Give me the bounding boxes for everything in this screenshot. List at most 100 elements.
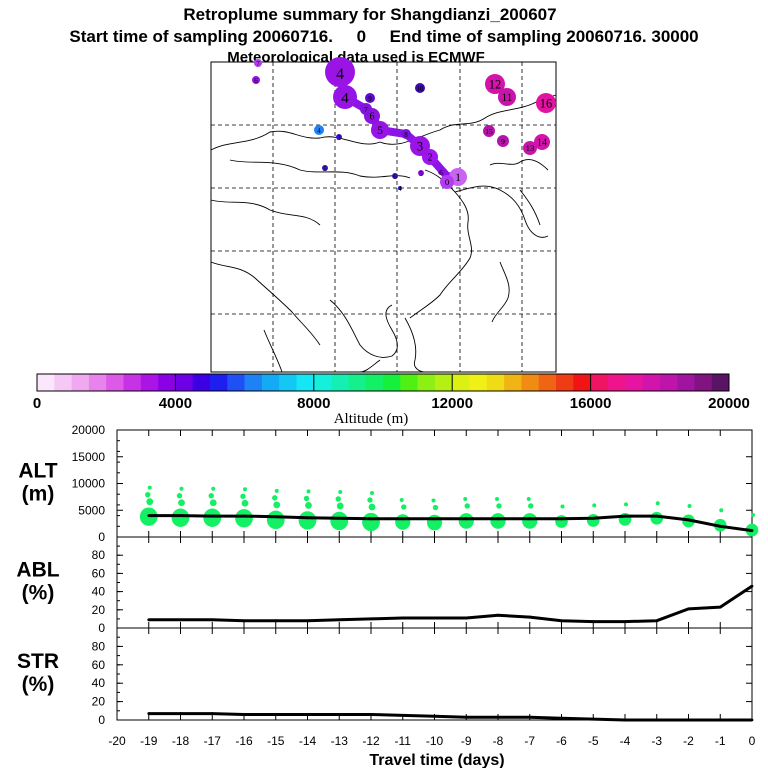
plume-altitude-dot [335, 496, 341, 502]
plume-altitude-dot [719, 508, 724, 513]
colorbar-swatch [383, 374, 401, 391]
series-point [750, 718, 754, 722]
plume-altitude-dot [496, 503, 502, 509]
plume-marker [371, 121, 389, 139]
plume-altitude-cluster [298, 511, 317, 530]
series-point [369, 517, 373, 521]
x-tick-label: -12 [362, 734, 380, 748]
series-point [242, 619, 246, 623]
series-point [433, 616, 436, 620]
colorbar-swatch [642, 374, 661, 391]
plume-marker [534, 134, 550, 150]
series-point [655, 718, 659, 722]
plume-marker-label: 3 [417, 140, 423, 154]
plume-altitude-dot [306, 489, 311, 494]
panel-abl: 0 20 40 60 80 ABL(%) [16, 536, 754, 635]
plume-altitude-dot [147, 485, 152, 490]
plume-altitude-dot [592, 503, 597, 508]
plume-altitude-dot [751, 513, 755, 518]
plume-altitude-cluster [426, 514, 443, 531]
colorbar-swatch [521, 374, 539, 391]
panel-alt: 0 5000 10000 15000 20000 ALT(m) [18, 423, 759, 544]
series-point [655, 514, 659, 518]
plume-altitude-cluster [522, 513, 538, 529]
colorbar-tick-label: 4000 [159, 395, 192, 412]
y-tick-label: 40 [92, 585, 106, 599]
plume-marker [365, 93, 375, 103]
plume-marker-label: 3 [337, 134, 341, 142]
figure-title: Retroplume summary for Shangdianzi_20060… [183, 5, 556, 24]
plume-altitude-cluster [171, 508, 190, 527]
y-tick-label: 0 [98, 621, 105, 635]
series-point [147, 514, 151, 517]
plume-altitude-dot [209, 499, 217, 507]
series-point [210, 514, 214, 518]
x-tick-label: -17 [204, 734, 222, 748]
y-tick-label: 0 [98, 713, 105, 727]
x-tick-label: -2 [683, 734, 694, 748]
x-tick-label: -20 [108, 734, 126, 748]
plume-altitude-cluster [330, 511, 349, 531]
series-point [687, 607, 690, 611]
colorbar-tick-label: 16000 [570, 395, 612, 412]
plume-altitude-dot [368, 503, 376, 511]
series-point [718, 605, 722, 609]
plume-marker-label: 0 [445, 177, 450, 187]
plume-altitude-cluster [235, 509, 253, 528]
y-tick-label: 80 [92, 639, 106, 653]
series-point [591, 717, 595, 721]
plume-altitude-dot [338, 489, 343, 494]
plume-marker-label: 12 [489, 78, 502, 92]
colorbar-tick-label: 20000 [708, 395, 750, 412]
colorbar-swatch [573, 374, 591, 391]
x-tick-label: -7 [524, 734, 535, 748]
colorbar-swatch [158, 374, 176, 391]
colorbar-swatch [694, 374, 712, 391]
x-tick-label: -15 [267, 734, 285, 748]
series-point [560, 619, 563, 623]
y-tick-label: 40 [92, 676, 106, 690]
series-point [337, 516, 341, 520]
plume-altitude-dot [178, 499, 185, 507]
x-tick-label: -1 [715, 734, 726, 748]
panel-axis-label: (%) [22, 673, 55, 696]
series-point [401, 714, 405, 717]
colorbar-swatch [210, 374, 228, 391]
plume-altitude-dot [305, 502, 312, 509]
plume-marker [322, 165, 328, 171]
series-point [179, 514, 182, 517]
series-point [433, 517, 436, 521]
colorbar-swatch [175, 374, 193, 391]
series-point [433, 714, 436, 718]
x-tick-label: 0 [749, 734, 756, 748]
colorbar-swatch [37, 374, 55, 391]
timeseries-panels: 05000100001500020000ALT(m)020406080ABL(%… [16, 423, 759, 748]
plume-marker-label: 10 [417, 85, 425, 93]
y-tick-label: 0 [98, 530, 105, 544]
colorbar-swatch [659, 374, 678, 391]
map-grid [211, 62, 556, 372]
plume-altitude-dot [243, 487, 247, 492]
colorbar-swatch [54, 374, 72, 391]
series-point [337, 713, 341, 716]
plume-altitude-dot [399, 498, 404, 503]
plume-marker-label: 4 [336, 66, 344, 83]
y-tick-label: 10000 [72, 477, 106, 491]
plume-marker [314, 125, 324, 135]
plume-altitude-dot [211, 486, 216, 491]
series-point [369, 713, 373, 716]
plume-marker-label: 2 [428, 153, 433, 164]
plume-marker-label: 6 [393, 173, 397, 181]
series-point [147, 712, 151, 715]
colorbar-swatch [365, 374, 384, 391]
colorbar-swatch [607, 374, 626, 391]
series-line-abl [148, 584, 753, 624]
series-point [591, 516, 595, 520]
series-point [179, 712, 182, 715]
x-tick-label: -11 [395, 734, 412, 748]
plume-marker-label: 4 [341, 90, 349, 106]
colorbar-swatch [313, 374, 332, 391]
plume-altitude-dot [303, 495, 310, 502]
